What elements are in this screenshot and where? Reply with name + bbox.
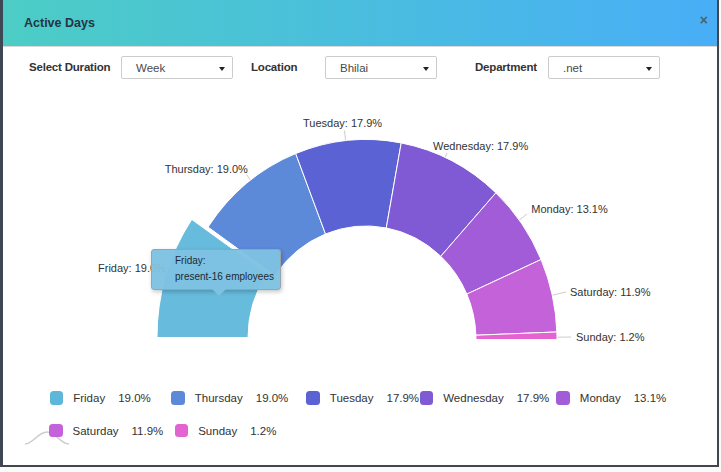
legend-item-saturday[interactable]: Saturday 11.9% <box>49 424 163 438</box>
legend-swatch <box>306 391 320 405</box>
legend-item-sunday[interactable]: Sunday 1.2% <box>175 424 277 438</box>
legend-value: 13.1% <box>634 392 667 404</box>
legend-swatch <box>49 424 63 438</box>
slice-label-wednesday: Wednesday: 17.9% <box>433 140 528 152</box>
legend-label: Tuesday <box>330 392 374 404</box>
legend-label: Thursday <box>195 392 243 404</box>
tooltip-title: Friday: <box>175 253 280 269</box>
legend-value: 1.2% <box>250 425 276 437</box>
legend-swatch <box>175 424 189 438</box>
chart-tooltip: Friday: present-16 employees <box>151 249 281 290</box>
legend-swatch <box>556 391 570 405</box>
legend-label: Sunday <box>198 425 237 437</box>
legend-label: Monday <box>580 392 621 404</box>
legend-label: Wednesday <box>443 392 504 404</box>
legend-value: 19.0% <box>118 392 151 404</box>
legend-value: 17.9% <box>517 392 550 404</box>
legend-item-wednesday[interactable]: Wednesday 17.9% <box>420 391 550 405</box>
legend-value: 11.9% <box>132 425 164 437</box>
legend-value: 17.9% <box>386 392 419 404</box>
legend-item-tuesday[interactable]: Tuesday 17.9% <box>306 391 419 405</box>
slice-label-saturday: Saturday: 11.9% <box>570 286 651 298</box>
legend-swatch <box>50 391 64 405</box>
legend-swatch <box>171 391 185 405</box>
legend-item-monday[interactable]: Monday 13.1% <box>556 391 666 405</box>
slice-label-tuesday: Tuesday: 17.9% <box>303 117 382 129</box>
legend-item-friday[interactable]: Friday 19.0% <box>50 391 151 405</box>
legend-item-thursday[interactable]: Thursday 19.0% <box>171 391 288 405</box>
legend-label: Saturday <box>73 425 119 437</box>
legend-label: Friday <box>73 392 105 404</box>
active-days-modal: Active Days × Select Duration Week Locat… <box>0 0 719 467</box>
legend-swatch <box>420 391 434 405</box>
legend-value: 19.0% <box>256 392 289 404</box>
slice-label-thursday: Thursday: 19.0% <box>165 163 248 175</box>
slice-label-sunday: Sunday: 1.2% <box>576 331 645 343</box>
tooltip-value: present-16 employees <box>175 269 280 285</box>
tooltip-arrow <box>212 289 226 296</box>
slice-label-monday: Monday: 13.1% <box>531 203 608 215</box>
